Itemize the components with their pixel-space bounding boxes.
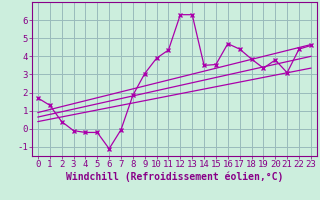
X-axis label: Windchill (Refroidissement éolien,°C): Windchill (Refroidissement éolien,°C) — [66, 172, 283, 182]
